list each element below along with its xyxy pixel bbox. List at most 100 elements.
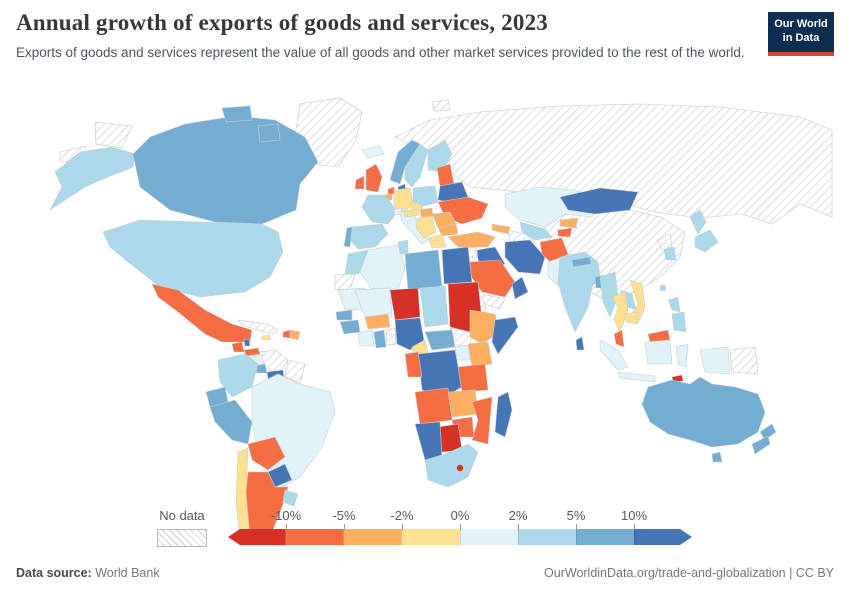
- country-uganda[interactable]: [454, 344, 471, 361]
- country-indonesia-java[interactable]: [617, 371, 656, 383]
- country-iran[interactable]: [504, 239, 546, 275]
- country-germany[interactable]: [393, 187, 414, 213]
- country-peru[interactable]: [209, 399, 253, 445]
- country-philippines[interactable]: [667, 296, 681, 313]
- country-mozambique[interactable]: [471, 396, 493, 445]
- country-lesotho[interactable]: [456, 464, 464, 472]
- country-philippines-south[interactable]: [671, 311, 687, 333]
- country-argentina[interactable]: [245, 471, 289, 538]
- country-papua-new-guinea[interactable]: [729, 346, 759, 375]
- country-ethiopia[interactable]: [469, 309, 501, 345]
- country-angola[interactable]: [414, 387, 453, 425]
- country-egypt[interactable]: [441, 246, 473, 285]
- country-japan[interactable]: [689, 209, 707, 235]
- country-myanmar[interactable]: [599, 271, 619, 318]
- country-sweden[interactable]: [404, 143, 429, 188]
- country-namibia[interactable]: [414, 421, 443, 461]
- country-poland[interactable]: [412, 185, 439, 207]
- country-greece[interactable]: [427, 233, 447, 249]
- country-western-sahara[interactable]: [334, 273, 356, 291]
- country-south-korea[interactable]: [663, 246, 677, 261]
- country-france[interactable]: [361, 194, 397, 225]
- legend-bin-p5_10[interactable]: [575, 529, 634, 545]
- legend-bin-n5_n2[interactable]: [343, 529, 402, 545]
- country-togo-benin[interactable]: [385, 327, 397, 346]
- country-svalbard[interactable]: [431, 99, 451, 112]
- country-uruguay[interactable]: [282, 489, 299, 507]
- country-uzbekistan[interactable]: [519, 221, 553, 241]
- country-indonesia-borneo[interactable]: [644, 339, 673, 365]
- country-netherlands[interactable]: [387, 186, 395, 195]
- country-cuba[interactable]: [237, 319, 279, 335]
- country-yemen[interactable]: [481, 293, 506, 310]
- country-alaska[interactable]: [49, 146, 136, 211]
- country-new-zealand-north[interactable]: [759, 423, 777, 441]
- country-south-africa[interactable]: [424, 443, 479, 488]
- country-nepal[interactable]: [571, 256, 592, 268]
- country-guatemala[interactable]: [231, 341, 245, 353]
- country-taiwan[interactable]: [659, 284, 667, 292]
- country-sri-lanka[interactable]: [575, 336, 585, 351]
- country-tanzania[interactable]: [457, 363, 489, 393]
- country-balkans[interactable]: [415, 215, 437, 239]
- country-thailand[interactable]: [611, 291, 629, 333]
- country-kyrgyzstan[interactable]: [559, 217, 579, 229]
- footer-link[interactable]: OurWorldinData.org/trade-and-globalizati…: [544, 566, 834, 580]
- country-iceland[interactable]: [361, 145, 385, 159]
- country-tunisia[interactable]: [397, 239, 409, 255]
- country-libya[interactable]: [404, 249, 443, 291]
- country-congo[interactable]: [404, 351, 423, 378]
- country-oman[interactable]: [511, 276, 529, 300]
- country-tajikistan[interactable]: [557, 227, 573, 238]
- country-turkey[interactable]: [447, 231, 496, 248]
- country-bulgaria[interactable]: [437, 223, 459, 237]
- legend-bin-n2_0[interactable]: [401, 529, 460, 545]
- legend-bin-p0_2[interactable]: [459, 529, 518, 545]
- country-somalia[interactable]: [491, 316, 519, 355]
- country-russia-chukotka[interactable]: [94, 121, 133, 149]
- no-data-swatch[interactable]: [157, 529, 207, 547]
- country-ghana[interactable]: [373, 329, 387, 349]
- country-indonesia-sumatra[interactable]: [599, 339, 629, 371]
- country-ivory-coast[interactable]: [357, 329, 375, 347]
- country-united-states[interactable]: [102, 219, 284, 298]
- country-switzerland[interactable]: [393, 207, 403, 216]
- country-united-kingdom[interactable]: [365, 163, 383, 193]
- legend-no-data[interactable]: No data: [157, 508, 207, 547]
- country-north-korea[interactable]: [657, 233, 673, 251]
- country-madagascar[interactable]: [494, 391, 513, 438]
- country-chad[interactable]: [419, 285, 449, 328]
- legend-bin-p2_5[interactable]: [517, 529, 576, 545]
- owid-logo[interactable]: Our World in Data: [768, 12, 834, 56]
- country-niger[interactable]: [389, 287, 421, 321]
- legend-color-bar[interactable]: [228, 529, 692, 545]
- country-australia-tasmania[interactable]: [711, 451, 723, 463]
- legend-bin-gt_10[interactable]: [634, 529, 692, 545]
- country-cambodia[interactable]: [623, 311, 639, 325]
- country-senegal[interactable]: [335, 309, 353, 321]
- country-spain[interactable]: [349, 223, 389, 250]
- country-ireland[interactable]: [354, 175, 365, 190]
- country-malaysia[interactable]: [613, 329, 625, 348]
- country-jamaica[interactable]: [261, 334, 271, 341]
- country-canada[interactable]: [132, 115, 319, 225]
- country-new-zealand-south[interactable]: [751, 435, 771, 455]
- country-indonesia-papua[interactable]: [699, 346, 731, 375]
- country-mexico[interactable]: [151, 283, 253, 343]
- country-canada-arctic1[interactable]: [221, 105, 253, 123]
- country-canada-arctic2[interactable]: [257, 123, 281, 143]
- country-india[interactable]: [557, 251, 601, 333]
- country-belize[interactable]: [243, 338, 251, 347]
- country-guinea[interactable]: [339, 319, 361, 335]
- legend-bin-n10_n5[interactable]: [285, 529, 344, 545]
- country-chile[interactable]: [235, 447, 262, 538]
- country-burkina-faso[interactable]: [364, 313, 391, 330]
- country-caucasus[interactable]: [491, 223, 511, 235]
- country-portugal[interactable]: [343, 226, 353, 248]
- country-dominican-republic[interactable]: [289, 329, 301, 341]
- country-japan-honshu[interactable]: [694, 229, 719, 253]
- country-finland[interactable]: [427, 139, 453, 173]
- country-russia[interactable]: [394, 103, 833, 225]
- legend-bin-lt_n10[interactable]: [228, 529, 286, 545]
- country-indonesia-sulawesi[interactable]: [675, 343, 689, 368]
